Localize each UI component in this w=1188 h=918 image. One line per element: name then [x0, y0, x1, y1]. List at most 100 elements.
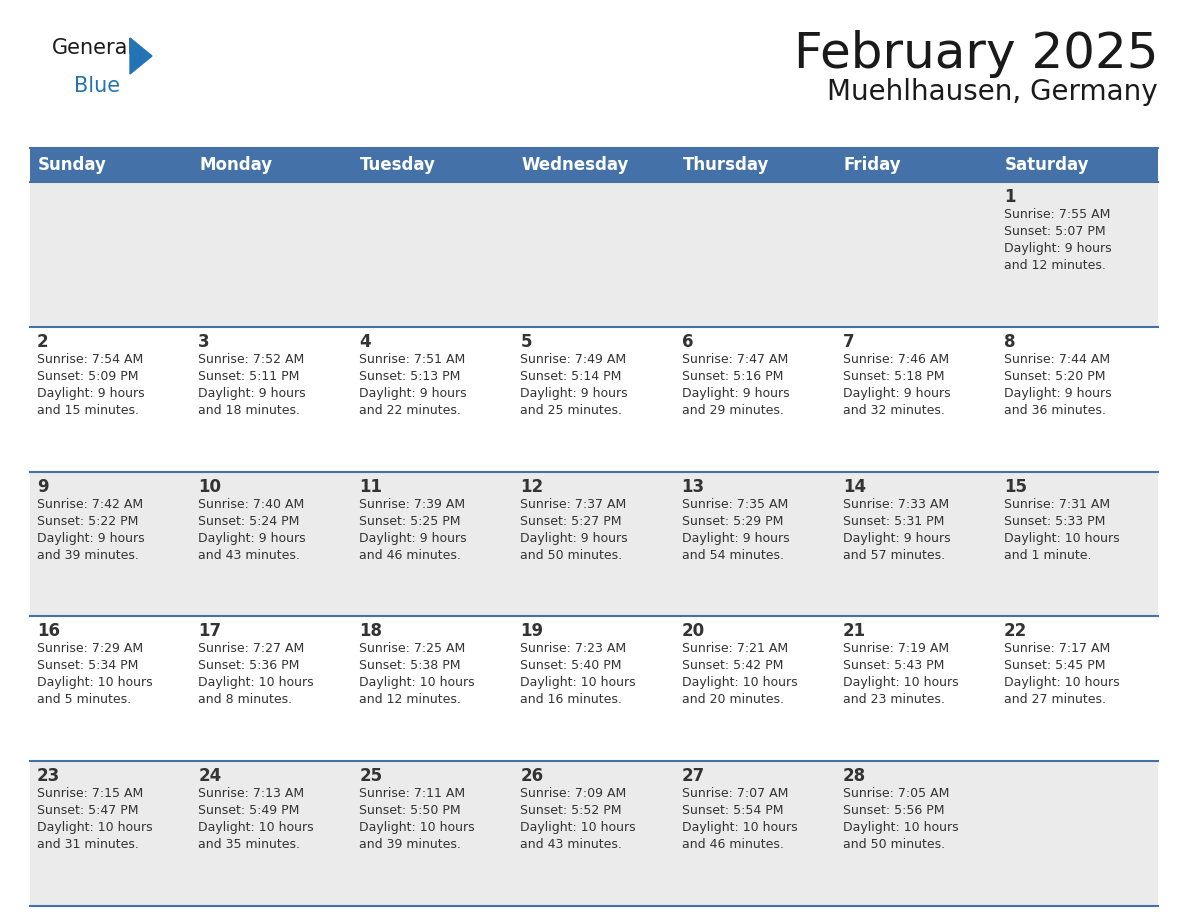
Text: Sunset: 5:40 PM: Sunset: 5:40 PM — [520, 659, 623, 672]
Text: Daylight: 9 hours: Daylight: 9 hours — [842, 386, 950, 400]
Text: and 27 minutes.: and 27 minutes. — [1004, 693, 1106, 706]
Text: 16: 16 — [37, 622, 61, 641]
Text: Sunrise: 7:39 AM: Sunrise: 7:39 AM — [359, 498, 466, 510]
Text: 5: 5 — [520, 333, 532, 351]
Text: 17: 17 — [198, 622, 221, 641]
Text: and 20 minutes.: and 20 minutes. — [682, 693, 784, 706]
Text: Sunset: 5:18 PM: Sunset: 5:18 PM — [842, 370, 944, 383]
Text: and 35 minutes.: and 35 minutes. — [198, 838, 301, 851]
Text: Sunrise: 7:29 AM: Sunrise: 7:29 AM — [37, 643, 143, 655]
Text: Sunset: 5:33 PM: Sunset: 5:33 PM — [1004, 515, 1105, 528]
Text: and 12 minutes.: and 12 minutes. — [1004, 259, 1106, 272]
Text: and 57 minutes.: and 57 minutes. — [842, 549, 944, 562]
Text: Sunrise: 7:47 AM: Sunrise: 7:47 AM — [682, 353, 788, 365]
Text: Daylight: 10 hours: Daylight: 10 hours — [520, 677, 636, 689]
Text: Daylight: 10 hours: Daylight: 10 hours — [682, 822, 797, 834]
Text: Daylight: 9 hours: Daylight: 9 hours — [359, 386, 467, 400]
Text: 28: 28 — [842, 767, 866, 785]
Text: Sunset: 5:38 PM: Sunset: 5:38 PM — [359, 659, 461, 672]
Text: Sunrise: 7:19 AM: Sunrise: 7:19 AM — [842, 643, 949, 655]
Text: Daylight: 9 hours: Daylight: 9 hours — [1004, 386, 1112, 400]
Text: General: General — [52, 38, 134, 58]
Text: Sunset: 5:25 PM: Sunset: 5:25 PM — [359, 515, 461, 528]
Text: and 46 minutes.: and 46 minutes. — [682, 838, 783, 851]
Text: and 46 minutes.: and 46 minutes. — [359, 549, 461, 562]
Text: 4: 4 — [359, 333, 371, 351]
Text: Sunrise: 7:42 AM: Sunrise: 7:42 AM — [37, 498, 143, 510]
Text: Sunset: 5:47 PM: Sunset: 5:47 PM — [37, 804, 139, 817]
Text: Sunset: 5:54 PM: Sunset: 5:54 PM — [682, 804, 783, 817]
Text: Daylight: 10 hours: Daylight: 10 hours — [682, 677, 797, 689]
Text: and 31 minutes.: and 31 minutes. — [37, 838, 139, 851]
Text: Daylight: 9 hours: Daylight: 9 hours — [520, 386, 628, 400]
Text: Wednesday: Wednesday — [522, 156, 628, 174]
Text: Daylight: 10 hours: Daylight: 10 hours — [359, 677, 475, 689]
Text: Sunset: 5:56 PM: Sunset: 5:56 PM — [842, 804, 944, 817]
Text: Daylight: 10 hours: Daylight: 10 hours — [842, 677, 959, 689]
Text: Sunrise: 7:54 AM: Sunrise: 7:54 AM — [37, 353, 144, 365]
Text: and 15 minutes.: and 15 minutes. — [37, 404, 139, 417]
Text: and 12 minutes.: and 12 minutes. — [359, 693, 461, 706]
Text: Sunset: 5:49 PM: Sunset: 5:49 PM — [198, 804, 299, 817]
Text: Monday: Monday — [200, 156, 272, 174]
Text: 14: 14 — [842, 477, 866, 496]
Text: Sunrise: 7:05 AM: Sunrise: 7:05 AM — [842, 788, 949, 800]
Text: Daylight: 10 hours: Daylight: 10 hours — [1004, 677, 1119, 689]
Text: Blue: Blue — [74, 76, 120, 96]
Text: 13: 13 — [682, 477, 704, 496]
Text: 19: 19 — [520, 622, 544, 641]
Text: Sunset: 5:27 PM: Sunset: 5:27 PM — [520, 515, 623, 528]
Text: Daylight: 9 hours: Daylight: 9 hours — [37, 386, 145, 400]
Text: Sunset: 5:45 PM: Sunset: 5:45 PM — [1004, 659, 1105, 672]
Text: Sunrise: 7:09 AM: Sunrise: 7:09 AM — [520, 788, 627, 800]
Text: Daylight: 9 hours: Daylight: 9 hours — [37, 532, 145, 544]
Text: Sunset: 5:31 PM: Sunset: 5:31 PM — [842, 515, 944, 528]
Bar — [30, 327, 1158, 472]
Text: Sunrise: 7:11 AM: Sunrise: 7:11 AM — [359, 788, 466, 800]
Text: 7: 7 — [842, 333, 854, 351]
Text: Sunset: 5:22 PM: Sunset: 5:22 PM — [37, 515, 138, 528]
Text: Sunrise: 7:25 AM: Sunrise: 7:25 AM — [359, 643, 466, 655]
Text: Sunset: 5:29 PM: Sunset: 5:29 PM — [682, 515, 783, 528]
Text: Sunset: 5:50 PM: Sunset: 5:50 PM — [359, 804, 461, 817]
Text: Muehlhausen, Germany: Muehlhausen, Germany — [827, 78, 1158, 106]
Text: Sunrise: 7:55 AM: Sunrise: 7:55 AM — [1004, 208, 1111, 221]
Text: 10: 10 — [198, 477, 221, 496]
Text: Sunset: 5:11 PM: Sunset: 5:11 PM — [198, 370, 299, 383]
Text: and 16 minutes.: and 16 minutes. — [520, 693, 623, 706]
Text: 2: 2 — [37, 333, 49, 351]
Text: Daylight: 10 hours: Daylight: 10 hours — [37, 677, 152, 689]
Text: Sunrise: 7:27 AM: Sunrise: 7:27 AM — [198, 643, 304, 655]
Text: Daylight: 9 hours: Daylight: 9 hours — [1004, 242, 1112, 255]
Text: and 1 minute.: and 1 minute. — [1004, 549, 1092, 562]
Text: and 39 minutes.: and 39 minutes. — [359, 838, 461, 851]
Bar — [30, 472, 1158, 616]
Bar — [30, 182, 1158, 327]
Text: Daylight: 9 hours: Daylight: 9 hours — [682, 532, 789, 544]
Text: Sunset: 5:43 PM: Sunset: 5:43 PM — [842, 659, 944, 672]
Text: Sunrise: 7:13 AM: Sunrise: 7:13 AM — [198, 788, 304, 800]
Text: and 22 minutes.: and 22 minutes. — [359, 404, 461, 417]
Text: Sunrise: 7:17 AM: Sunrise: 7:17 AM — [1004, 643, 1110, 655]
Text: Sunset: 5:13 PM: Sunset: 5:13 PM — [359, 370, 461, 383]
Text: 27: 27 — [682, 767, 704, 785]
Text: Tuesday: Tuesday — [360, 156, 436, 174]
Text: and 32 minutes.: and 32 minutes. — [842, 404, 944, 417]
Text: Daylight: 10 hours: Daylight: 10 hours — [842, 822, 959, 834]
Text: 15: 15 — [1004, 477, 1026, 496]
Text: Daylight: 9 hours: Daylight: 9 hours — [359, 532, 467, 544]
Text: Sunset: 5:16 PM: Sunset: 5:16 PM — [682, 370, 783, 383]
Bar — [30, 761, 1158, 906]
Text: 22: 22 — [1004, 622, 1028, 641]
Text: Daylight: 10 hours: Daylight: 10 hours — [520, 822, 636, 834]
Text: 1: 1 — [1004, 188, 1016, 206]
Text: 26: 26 — [520, 767, 544, 785]
Text: Sunrise: 7:23 AM: Sunrise: 7:23 AM — [520, 643, 626, 655]
Text: Sunset: 5:20 PM: Sunset: 5:20 PM — [1004, 370, 1105, 383]
Text: and 43 minutes.: and 43 minutes. — [520, 838, 623, 851]
Text: Sunset: 5:07 PM: Sunset: 5:07 PM — [1004, 225, 1106, 238]
Text: Daylight: 10 hours: Daylight: 10 hours — [37, 822, 152, 834]
Text: 25: 25 — [359, 767, 383, 785]
Text: Sunset: 5:52 PM: Sunset: 5:52 PM — [520, 804, 623, 817]
Text: Daylight: 9 hours: Daylight: 9 hours — [842, 532, 950, 544]
